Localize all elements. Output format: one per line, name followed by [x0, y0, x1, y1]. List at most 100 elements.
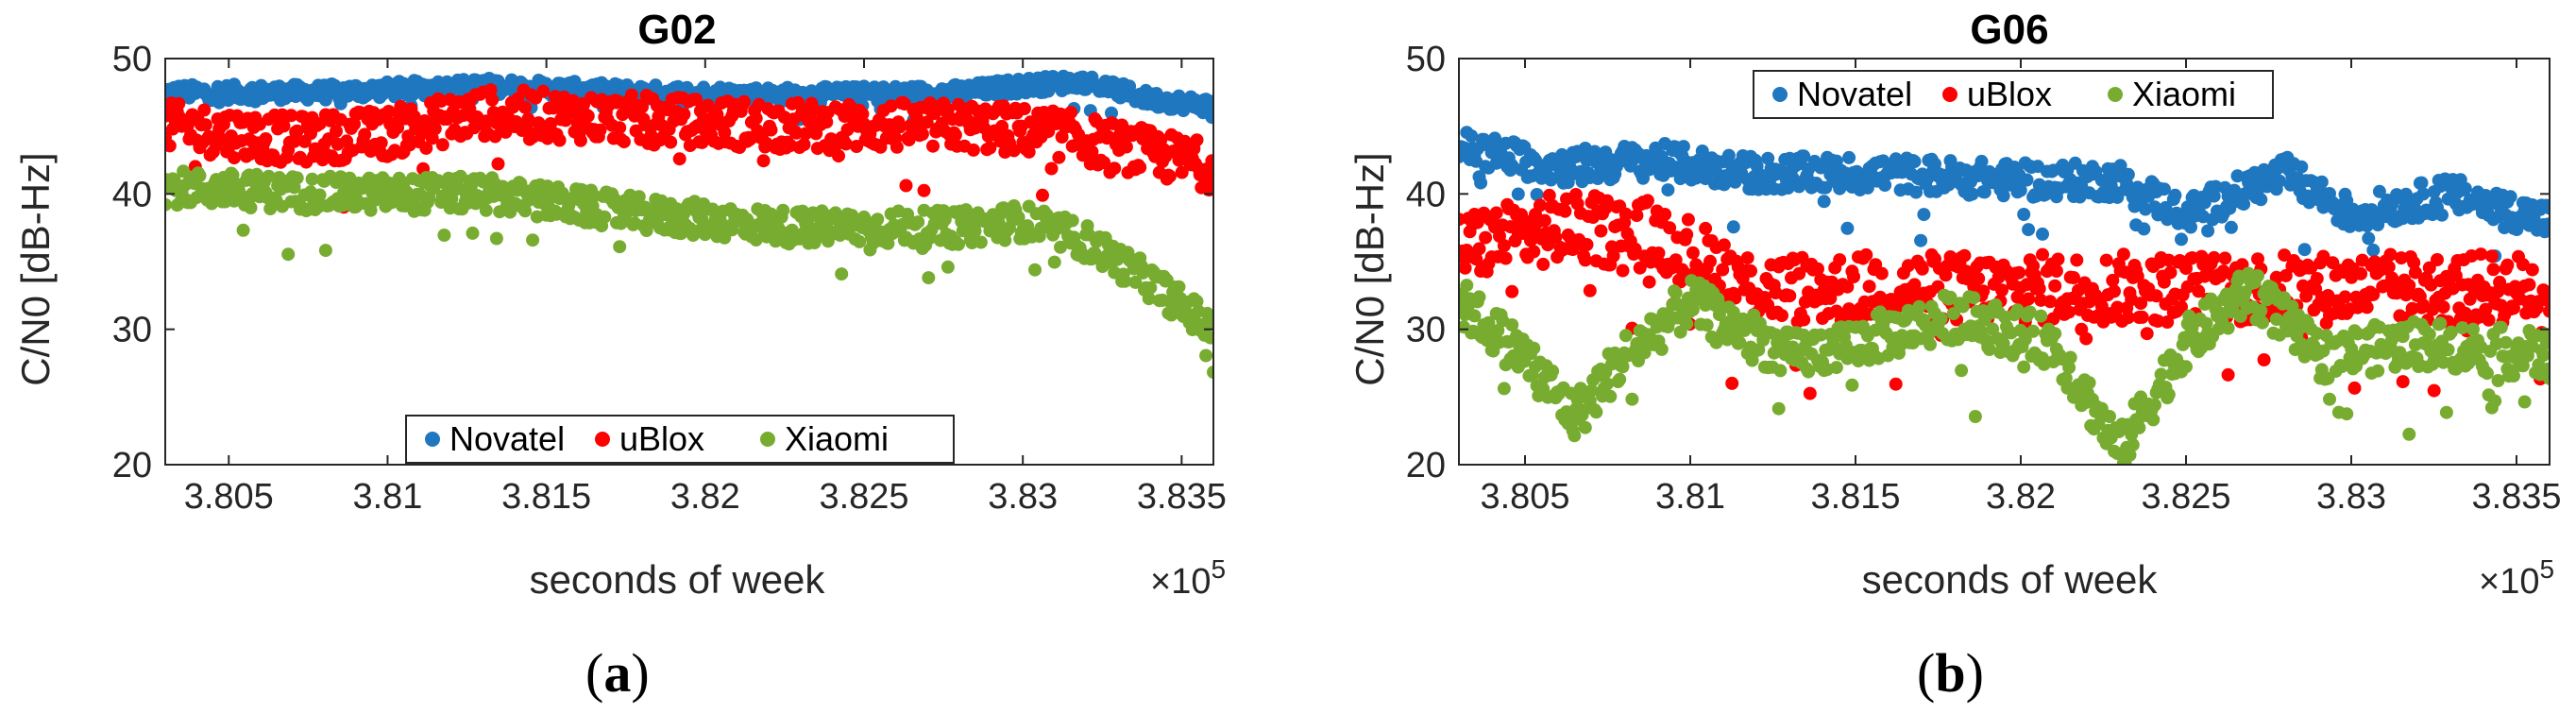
x-tick-label: 3.835 — [1137, 477, 1227, 517]
y-ticks: 20 30 40 50 — [1406, 40, 2550, 485]
data-point — [2299, 289, 2313, 303]
data-point — [228, 151, 241, 165]
data-point — [1797, 149, 1811, 163]
data-point — [2103, 410, 2116, 423]
data-point — [1976, 284, 1991, 298]
data-point — [920, 115, 934, 129]
data-point — [2507, 301, 2520, 315]
data-point — [1717, 238, 1731, 252]
data-point — [1549, 230, 1563, 245]
data-point — [884, 99, 898, 113]
data-point — [1578, 420, 1592, 434]
data-point — [2296, 279, 2310, 293]
data-point — [1162, 169, 1177, 183]
data-point — [1862, 280, 1876, 294]
data-point — [911, 215, 925, 230]
series-novatel — [1459, 126, 2550, 264]
data-point — [1606, 249, 1620, 263]
data-point — [2340, 407, 2354, 421]
data-point — [281, 247, 296, 262]
data-point — [2516, 359, 2530, 373]
data-point — [1064, 106, 1078, 120]
data-point — [974, 235, 988, 249]
data-point — [1907, 278, 1922, 292]
data-point — [1199, 348, 1213, 363]
x-axis-label: seconds of week — [1862, 557, 2159, 602]
data-point — [1680, 228, 1694, 242]
data-point — [1205, 316, 1213, 331]
data-point — [2175, 300, 2188, 314]
data-point — [1909, 185, 1924, 199]
data-point — [926, 139, 940, 153]
data-point — [1995, 283, 2008, 298]
data-point — [881, 236, 895, 250]
data-point — [1011, 210, 1025, 224]
data-point — [1658, 208, 1672, 221]
data-point — [2436, 300, 2450, 314]
data-point — [1761, 151, 1775, 165]
data-point — [1203, 171, 1213, 185]
data-point — [1536, 257, 1551, 271]
data-point — [1878, 178, 1892, 192]
data-point — [2347, 381, 2362, 395]
data-point — [2036, 227, 2049, 241]
data-point — [2161, 315, 2175, 329]
data-point — [2082, 376, 2096, 390]
data-point — [1721, 148, 1736, 162]
data-point — [1460, 279, 1474, 293]
data-point — [1203, 331, 1213, 345]
data-point — [2251, 269, 2264, 282]
data-point — [2541, 287, 2550, 301]
data-point — [1797, 313, 1811, 327]
data-point — [2063, 350, 2077, 365]
data-point — [2026, 324, 2041, 338]
data-point — [2034, 309, 2048, 323]
data-point — [1681, 212, 1695, 227]
data-point — [2161, 387, 2176, 401]
data-point — [2486, 263, 2500, 277]
data-point — [1767, 346, 1781, 360]
data-point — [1603, 389, 1618, 403]
x-ticks: 3.805 3.81 3.815 3.82 3.825 3.83 3.835 — [184, 59, 1227, 517]
data-point — [2254, 193, 2268, 207]
data-point — [839, 137, 853, 151]
data-point — [2179, 360, 2193, 374]
data-point — [1601, 194, 1614, 208]
data-point — [1036, 188, 1049, 202]
data-point — [1852, 354, 1865, 368]
data-point — [1934, 312, 1948, 326]
data-point — [1085, 144, 1099, 159]
data-point — [1663, 221, 1677, 235]
data-point — [1956, 299, 1970, 314]
data-point — [2436, 355, 2450, 369]
data-point — [689, 93, 703, 107]
data-point — [2148, 398, 2161, 412]
data-point — [1017, 102, 1031, 115]
data-point — [1716, 263, 1730, 277]
data-point — [1733, 335, 1747, 349]
data-point — [1207, 181, 1213, 196]
data-point — [2163, 265, 2178, 280]
data-point — [1814, 328, 1828, 342]
data-point — [488, 129, 502, 144]
data-point — [394, 99, 408, 113]
data-point — [1640, 194, 1654, 208]
data-point — [1676, 140, 1690, 154]
data-point — [284, 109, 298, 123]
data-point — [938, 212, 952, 227]
data-point — [1203, 94, 1213, 109]
data-point — [1044, 162, 1059, 176]
series-xiaomi — [1459, 266, 2550, 465]
data-point — [1580, 238, 1594, 251]
x-axis-label: seconds of week — [530, 557, 826, 602]
data-point — [1642, 275, 1656, 289]
data-point — [581, 109, 595, 123]
data-point — [330, 125, 343, 138]
data-point — [983, 141, 997, 155]
data-point — [305, 172, 319, 186]
data-point — [2372, 184, 2386, 198]
data-point — [259, 132, 273, 145]
data-point — [2132, 420, 2146, 434]
data-point — [2381, 260, 2396, 274]
data-point — [1680, 316, 1694, 331]
